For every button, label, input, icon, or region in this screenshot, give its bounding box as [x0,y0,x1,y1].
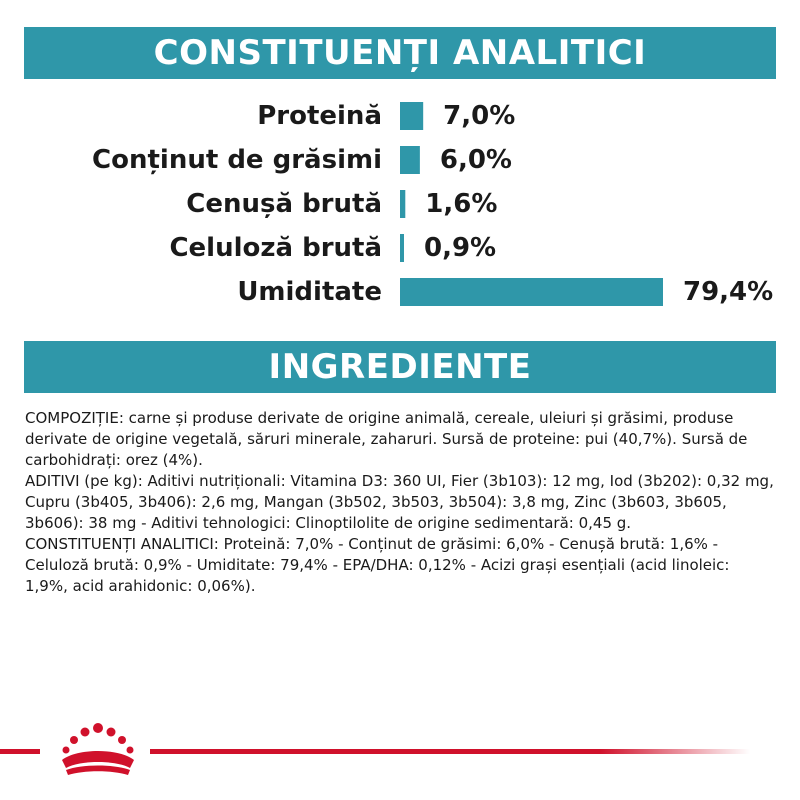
category-label: Conținut de grăsimi [92,145,382,175]
analytic-constituents-paragraph: CONSTITUENȚI ANALITICI: Proteină: 7,0% -… [25,535,730,595]
value-label: 6,0% [440,145,512,175]
footer-red-line-right [150,749,750,754]
bar [400,102,424,130]
ingredients-text: COMPOZIȚIE: carne și produse derivate de… [25,408,777,597]
category-label: Proteină [257,101,382,131]
category-label: Cenușă brută [186,189,382,219]
analytic-constituents-chart: Proteină 7,0% Conținut de grăsimi 6,0% Cenuș… [92,101,773,307]
category-label: Celuloză brută [169,233,382,263]
value-label: 0,9% [424,233,496,263]
bar [400,278,663,306]
bar [400,234,404,262]
value-label: 1,6% [425,189,497,219]
composition-paragraph: COMPOZIȚIE: carne și produse derivate de… [25,409,748,469]
category-label: Umiditate [237,277,382,307]
footer-red-line-left [0,749,40,754]
bar [400,146,420,174]
royal-canin-crown-icon [62,723,134,775]
additives-paragraph: ADITIVI (pe kg): Aditivi nutriționali: V… [25,472,774,532]
analytic-constituents-header: CONSTITUENȚI ANALITICI [24,27,776,79]
value-label: 7,0% [443,101,515,131]
value-label: 79,4% [683,277,773,307]
brand-footer [0,708,800,778]
ingredients-header: INGREDIENTE [24,341,776,393]
bar [400,190,406,218]
